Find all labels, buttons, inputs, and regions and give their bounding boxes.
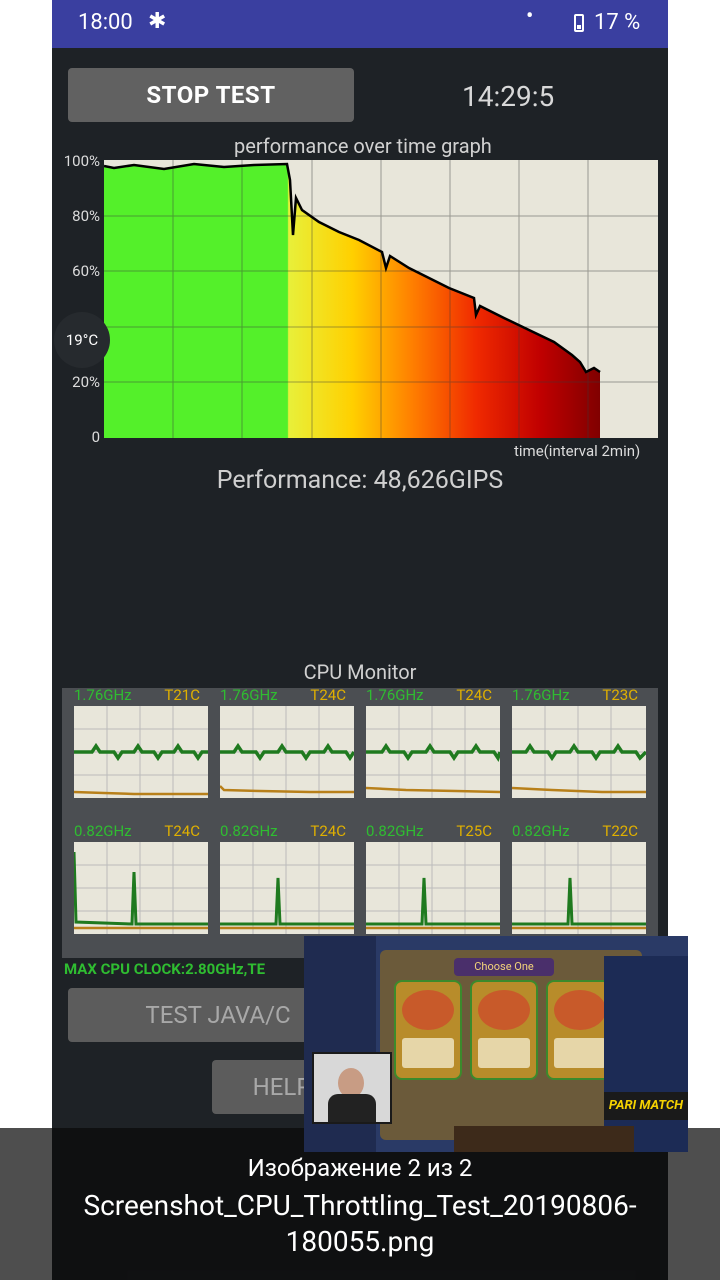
core-temperature: T24C — [310, 822, 346, 840]
core-frequency: 1.76GHz — [74, 686, 132, 704]
core-frequency: 1.76GHz — [512, 686, 570, 704]
cpu-monitor-title: CPU Monitor — [303, 660, 417, 684]
settings-icon: ✱ — [148, 9, 167, 34]
game-card[interactable] — [546, 980, 614, 1080]
cpu-core-8: 0.82GHz T22C — [510, 822, 646, 942]
image-filename: Screenshot_CPU_Throttling_Test_20190806-… — [83, 1189, 637, 1258]
sponsor-logo: PARI MATCH — [604, 1092, 688, 1120]
y-tick-0: 0 — [91, 428, 100, 446]
core-plot — [74, 842, 208, 934]
core-frequency: 0.82GHz — [220, 822, 278, 840]
core-plot — [220, 842, 354, 934]
cpu-core-3: 1.76GHz T24C — [364, 686, 500, 806]
core-temperature: T23C — [602, 686, 638, 704]
cpu-core-1: 1.76GHz T21C — [72, 686, 208, 806]
app-screen: 18:00 ✱ • 17 % STOP TEST 14:29:5 perform… — [52, 0, 668, 1280]
cpu-monitor-panel: 1.76GHz T21C 1.76GHz T24C 1.76GHz T24C 1.76… — [62, 686, 658, 958]
elapsed-timer: 14:29:5 — [462, 80, 555, 113]
streamer-webcam — [312, 1052, 392, 1124]
choose-one-banner: Choose One — [454, 958, 554, 976]
core-temperature: T24C — [164, 822, 200, 840]
stream-right-panel — [604, 956, 688, 1152]
temperature-badge[interactable]: 19°C — [54, 312, 110, 368]
core-plot — [366, 842, 500, 934]
y-tick-100: 100% — [63, 152, 100, 170]
core-frequency: 0.82GHz — [366, 822, 424, 840]
battery-icon — [574, 14, 584, 32]
status-time: 18:00 — [78, 10, 133, 35]
core-frequency: 1.76GHz — [366, 686, 424, 704]
core-plot — [512, 706, 646, 798]
battery-percent: 17 % — [594, 10, 641, 35]
core-temperature: T21C — [164, 686, 200, 704]
picture-in-picture-video[interactable]: Choose One PARI MATCH — [304, 936, 688, 1152]
core-temperature: T22C — [602, 822, 638, 840]
notification-dot-icon: • — [526, 4, 534, 29]
image-counter: Изображение 2 из 2 — [247, 1154, 473, 1182]
core-plot — [74, 706, 208, 798]
y-tick-80: 80% — [72, 207, 100, 225]
cpu-core-4: 1.76GHz T23C — [510, 686, 646, 806]
y-tick-60: 60% — [72, 262, 100, 280]
core-frequency: 0.82GHz — [512, 822, 570, 840]
core-frequency: 1.76GHz — [220, 686, 278, 704]
stop-test-button[interactable]: STOP TEST — [68, 68, 354, 122]
core-temperature: T24C — [456, 686, 492, 704]
cpu-core-7: 0.82GHz T25C — [364, 822, 500, 942]
core-plot — [366, 706, 500, 798]
game-card[interactable] — [394, 980, 462, 1080]
cpu-core-6: 0.82GHz T24C — [218, 822, 354, 942]
performance-value: Performance: 48,626GIPS — [216, 466, 504, 495]
x-axis-label: time(interval 2min) — [514, 442, 641, 460]
core-plot — [512, 842, 646, 934]
viewer-caption-overlay — [0, 1128, 720, 1280]
cpu-core-5: 0.82GHz T24C — [72, 822, 208, 942]
y-tick-20: 20% — [72, 373, 100, 391]
core-frequency: 0.82GHz — [74, 822, 132, 840]
core-temperature: T25C — [456, 822, 492, 840]
graph-title: performance over time graph — [234, 134, 492, 158]
core-plot — [220, 706, 354, 798]
card-hand — [454, 1126, 634, 1152]
performance-graph — [104, 160, 658, 438]
game-card[interactable] — [470, 980, 538, 1080]
status-bar: 18:00 ✱ • 17 % — [52, 0, 668, 48]
max-cpu-clock: MAX CPU CLOCK:2.80GHz,TE — [64, 960, 266, 978]
core-temperature: T24C — [310, 686, 346, 704]
cpu-core-2: 1.76GHz T24C — [218, 686, 354, 806]
